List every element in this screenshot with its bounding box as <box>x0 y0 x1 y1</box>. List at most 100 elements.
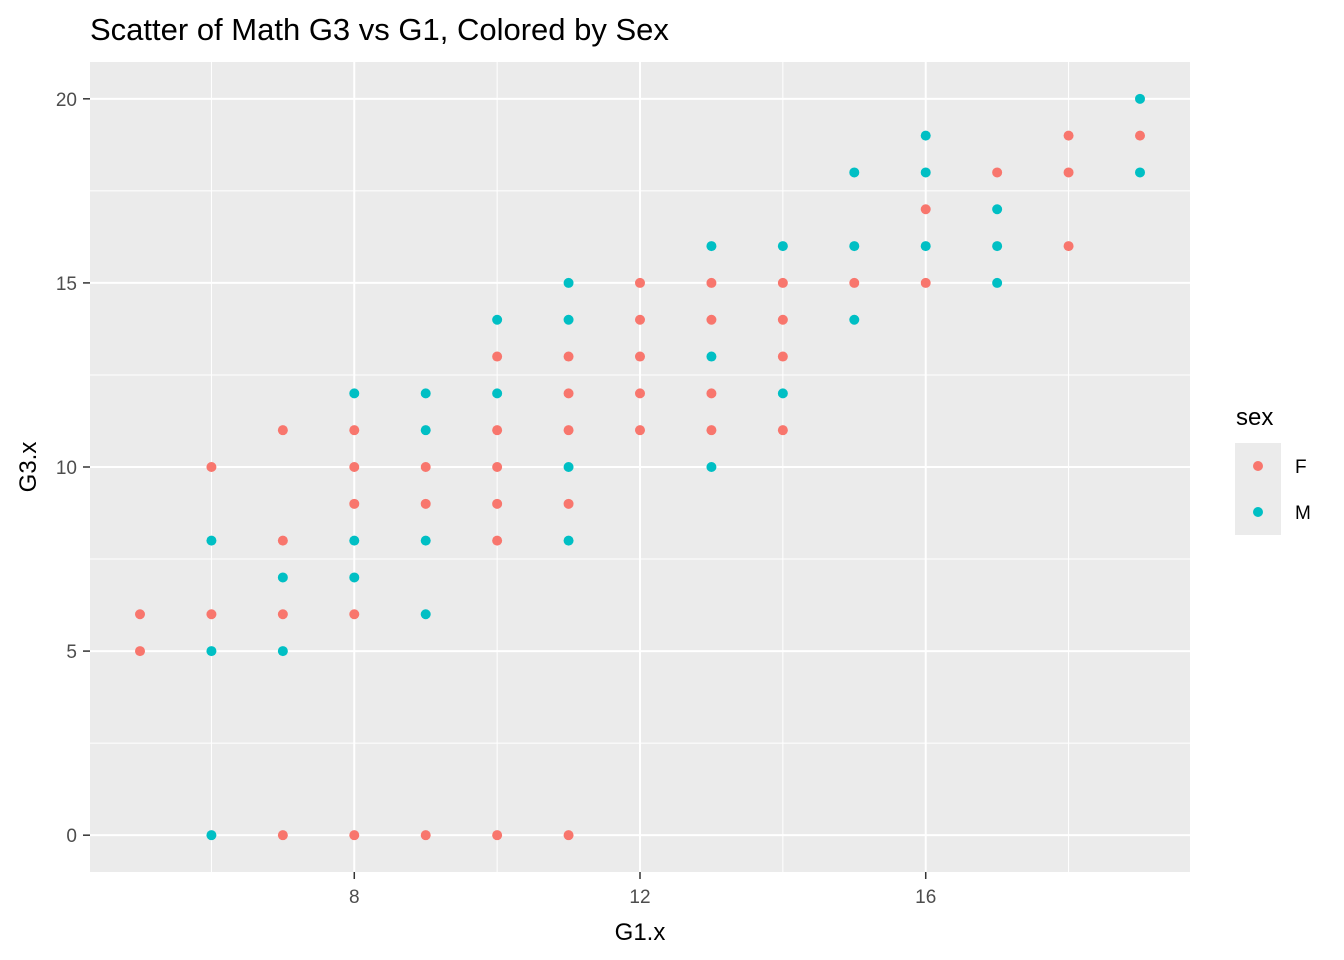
data-point <box>492 462 503 472</box>
data-point <box>992 167 1003 178</box>
data-point <box>492 351 503 362</box>
data-point <box>420 425 431 436</box>
data-point <box>777 314 788 325</box>
data-point <box>206 646 217 657</box>
data-point <box>1063 241 1074 252</box>
data-point <box>492 498 503 509</box>
data-point <box>349 609 360 620</box>
series-m <box>206 93 1145 841</box>
data-point <box>563 425 574 436</box>
data-point <box>277 646 288 657</box>
data-point <box>135 609 145 620</box>
data-point <box>563 498 574 509</box>
legend-key-m <box>1253 507 1263 517</box>
legend: sex F M <box>1235 404 1311 535</box>
data-point <box>706 351 717 362</box>
data-point <box>206 535 217 546</box>
y-tick-label: 5 <box>66 642 77 663</box>
data-point <box>563 351 574 362</box>
data-point <box>563 314 574 325</box>
data-point <box>1063 167 1074 178</box>
data-point <box>349 498 360 509</box>
legend-label-f: F <box>1295 457 1307 478</box>
series-f <box>135 130 1145 841</box>
data-points <box>135 93 1145 841</box>
data-point <box>206 462 217 472</box>
x-tick-label: 12 <box>629 887 650 908</box>
data-point <box>849 277 860 288</box>
x-axis-title: G1.x <box>615 919 666 946</box>
data-point <box>563 388 574 399</box>
data-point <box>849 241 860 252</box>
data-point <box>635 425 645 436</box>
data-point <box>849 314 860 325</box>
data-point <box>1135 130 1145 141</box>
data-point <box>420 462 431 472</box>
data-point <box>635 277 645 288</box>
data-point <box>777 277 788 288</box>
data-point <box>349 535 360 546</box>
legend-title: sex <box>1236 404 1273 431</box>
data-point <box>349 425 360 436</box>
data-point <box>992 277 1003 288</box>
y-tick-label: 20 <box>56 90 77 111</box>
data-point <box>349 388 360 399</box>
data-point <box>277 535 288 546</box>
chart-title: Scatter of Math G3 vs G1, Colored by Sex <box>90 12 669 47</box>
data-point <box>420 498 431 509</box>
data-point <box>1063 130 1074 141</box>
x-tick-label: 8 <box>349 887 360 908</box>
legend-key-f <box>1253 461 1263 471</box>
legend-key-background <box>1235 443 1281 535</box>
data-point <box>777 241 788 252</box>
data-point <box>706 314 717 325</box>
data-point <box>706 462 717 472</box>
data-point <box>492 314 503 325</box>
legend-label-m: M <box>1295 503 1311 524</box>
data-point <box>492 388 503 399</box>
data-point <box>706 388 717 399</box>
y-axis-title: G3.x <box>15 442 42 493</box>
data-point <box>135 646 145 657</box>
data-point <box>1135 93 1145 104</box>
y-tick-label: 10 <box>56 458 77 479</box>
data-point <box>277 609 288 620</box>
data-point <box>277 572 288 583</box>
data-point <box>992 241 1003 252</box>
y-axis: 0 5 10 15 20 <box>56 90 90 847</box>
x-tick-label: 16 <box>915 887 936 908</box>
data-point <box>777 388 788 399</box>
data-point <box>920 167 931 178</box>
data-point <box>920 241 931 252</box>
x-axis: 8 12 16 <box>349 872 936 908</box>
data-point <box>635 314 645 325</box>
data-point <box>706 425 717 436</box>
data-point <box>206 830 217 841</box>
data-point <box>420 388 431 399</box>
data-point <box>420 609 431 620</box>
data-point <box>920 130 931 141</box>
data-point <box>420 830 431 841</box>
data-point <box>920 277 931 288</box>
data-point <box>706 241 717 252</box>
data-point <box>777 351 788 362</box>
data-point <box>706 277 717 288</box>
data-point <box>277 830 288 841</box>
data-point <box>349 462 360 472</box>
data-point <box>349 572 360 583</box>
data-point <box>563 535 574 546</box>
data-point <box>777 425 788 436</box>
data-point <box>635 351 645 362</box>
data-point <box>849 167 860 178</box>
data-point <box>492 830 503 841</box>
data-point <box>349 830 360 841</box>
y-tick-label: 0 <box>66 826 77 847</box>
data-point <box>992 204 1003 215</box>
data-point <box>563 830 574 841</box>
data-point <box>1135 167 1145 178</box>
data-point <box>563 277 574 288</box>
data-point <box>277 425 288 436</box>
data-point <box>492 425 503 436</box>
data-point <box>563 462 574 472</box>
